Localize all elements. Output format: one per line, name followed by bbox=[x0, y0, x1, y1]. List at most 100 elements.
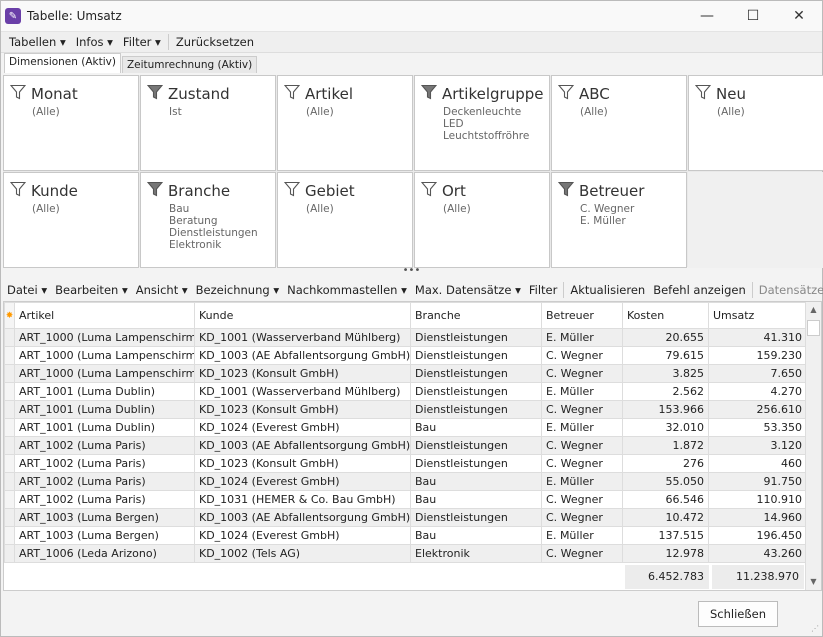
table-cell[interactable]: E. Müller bbox=[541, 382, 623, 401]
table-cell[interactable]: KD_1024 (Everest GmbH) bbox=[194, 418, 411, 437]
menu-bezeichnung[interactable]: Bezeichnung ▾ bbox=[195, 282, 280, 297]
table-row[interactable]: ART_1001 (Luma Dublin) KD_1023 (Konsult G… bbox=[4, 400, 807, 419]
table-cell[interactable]: KD_1002 (Tels AG) bbox=[194, 544, 411, 563]
table-cell[interactable]: Bau bbox=[410, 472, 542, 491]
filter-tile-branche[interactable]: Branche Bau Beratung Dienstleistungen Elektr… bbox=[140, 172, 276, 268]
table-cell[interactable]: ART_1001 (Luma Dublin) bbox=[14, 382, 195, 401]
table-cell[interactable]: 41.310 bbox=[708, 328, 807, 347]
filter-active-icon[interactable] bbox=[146, 181, 168, 201]
table-cell[interactable]: 7.650 bbox=[708, 364, 807, 383]
table-cell[interactable]: 79.615 bbox=[622, 346, 709, 365]
table-cell[interactable]: Dienstleistungen bbox=[410, 436, 542, 455]
table-cell[interactable]: C. Wegner bbox=[541, 454, 623, 473]
table-cell[interactable]: 53.350 bbox=[708, 418, 807, 437]
table-cell[interactable]: 460 bbox=[708, 454, 807, 473]
filter-tile-abc[interactable]: ABC (Alle) bbox=[551, 75, 687, 171]
column-header-umsatz[interactable]: Umsatz bbox=[708, 302, 807, 329]
filter-tile-artikel[interactable]: Artikel (Alle) bbox=[277, 75, 413, 171]
table-cell[interactable]: KD_1024 (Everest GmbH) bbox=[194, 472, 411, 491]
filter-active-icon[interactable] bbox=[557, 181, 579, 201]
table-cell[interactable]: Dienstleistungen bbox=[410, 382, 542, 401]
table-cell[interactable]: C. Wegner bbox=[541, 490, 623, 509]
table-cell[interactable]: 43.260 bbox=[708, 544, 807, 563]
table-cell[interactable]: Dienstleistungen bbox=[410, 400, 542, 419]
table-row[interactable]: ART_1002 (Luma Paris) KD_1023 (Konsult Gm… bbox=[4, 454, 807, 473]
menu-infos[interactable]: Infos ▾ bbox=[75, 35, 113, 49]
table-cell[interactable]: KD_1031 (HEMER & Co. Bau GmbH) bbox=[194, 490, 411, 509]
column-header-artikel[interactable]: Artikel bbox=[14, 302, 195, 329]
table-cell[interactable]: C. Wegner bbox=[541, 436, 623, 455]
menu-ansicht[interactable]: Ansicht ▾ bbox=[135, 282, 188, 297]
row-marker[interactable] bbox=[4, 490, 15, 509]
table-cell[interactable]: C. Wegner bbox=[541, 508, 623, 527]
table-cell[interactable]: C. Wegner bbox=[541, 400, 623, 419]
table-cell[interactable]: 91.750 bbox=[708, 472, 807, 491]
table-cell[interactable]: E. Müller bbox=[541, 418, 623, 437]
filter-icon[interactable] bbox=[557, 84, 579, 104]
row-marker[interactable] bbox=[4, 544, 15, 563]
menu-datei[interactable]: Datei ▾ bbox=[7, 282, 48, 297]
table-cell[interactable]: ART_1001 (Luma Dublin) bbox=[14, 400, 195, 419]
filter-tile-kunde[interactable]: Kunde (Alle) bbox=[3, 172, 139, 268]
column-header-kunde[interactable]: Kunde bbox=[194, 302, 411, 329]
column-header-betreuer[interactable]: Betreuer bbox=[541, 302, 623, 329]
table-cell[interactable]: ART_1000 (Luma Lampenschirm) bbox=[14, 346, 195, 365]
filter-icon[interactable] bbox=[694, 84, 716, 104]
table-row[interactable]: ART_1002 (Luma Paris) KD_1024 (Everest Gm… bbox=[4, 472, 807, 491]
filter-tile-ort[interactable]: Ort (Alle) bbox=[414, 172, 550, 268]
table-cell[interactable]: 3.120 bbox=[708, 436, 807, 455]
row-marker[interactable] bbox=[4, 400, 15, 419]
table-cell[interactable]: KD_1001 (Wasserverband Mühlberg) bbox=[194, 382, 411, 401]
table-cell[interactable]: KD_1003 (AE Abfallentsorgung GmbH) bbox=[194, 346, 411, 365]
table-cell[interactable]: ART_1003 (Luma Bergen) bbox=[14, 526, 195, 545]
menu-nachkommastellen[interactable]: Nachkommastellen ▾ bbox=[287, 282, 407, 297]
filter-tile-gebiet[interactable]: Gebiet (Alle) bbox=[277, 172, 413, 268]
table-cell[interactable]: KD_1003 (AE Abfallentsorgung GmbH) bbox=[194, 508, 411, 527]
table-cell[interactable]: 20.655 bbox=[622, 328, 709, 347]
table-cell[interactable]: KD_1023 (Konsult GmbH) bbox=[194, 364, 411, 383]
table-cell[interactable]: Bau bbox=[410, 418, 542, 437]
tab-dimensionen[interactable]: Dimensionen (Aktiv) bbox=[4, 53, 121, 73]
table-row[interactable]: ART_1000 (Luma Lampenschirm) KD_1023 (Kon… bbox=[4, 364, 807, 383]
row-marker[interactable] bbox=[4, 346, 15, 365]
minimize-button[interactable]: — bbox=[700, 8, 714, 24]
table-cell[interactable]: C. Wegner bbox=[541, 364, 623, 383]
table-row[interactable]: ART_1003 (Luma Bergen) KD_1003 (AE Abfall… bbox=[4, 508, 807, 527]
table-cell[interactable]: E. Müller bbox=[541, 328, 623, 347]
table-cell[interactable]: ART_1002 (Luma Paris) bbox=[14, 436, 195, 455]
filter-icon[interactable] bbox=[283, 181, 305, 201]
table-cell[interactable]: 55.050 bbox=[622, 472, 709, 491]
table-row[interactable]: ART_1001 (Luma Dublin) KD_1001 (Wasserver… bbox=[4, 382, 807, 401]
table-cell[interactable]: 153.966 bbox=[622, 400, 709, 419]
filter-icon[interactable] bbox=[9, 84, 31, 104]
table-cell[interactable]: ART_1001 (Luma Dublin) bbox=[14, 418, 195, 437]
filter-tile-betreuer[interactable]: Betreuer C. Wegner E. Müller bbox=[551, 172, 687, 268]
row-marker[interactable] bbox=[4, 364, 15, 383]
filter-tile-neu[interactable]: Neu (Alle) bbox=[688, 75, 823, 171]
table-cell[interactable]: 12.978 bbox=[622, 544, 709, 563]
column-header-kosten[interactable]: Kosten bbox=[622, 302, 709, 329]
table-cell[interactable]: 14.960 bbox=[708, 508, 807, 527]
table-cell[interactable]: ART_1006 (Leda Arizono) bbox=[14, 544, 195, 563]
table-cell[interactable]: 276 bbox=[622, 454, 709, 473]
table-cell[interactable]: KD_1023 (Konsult GmbH) bbox=[194, 400, 411, 419]
filter-icon[interactable] bbox=[283, 84, 305, 104]
table-cell[interactable]: ART_1002 (Luma Paris) bbox=[14, 490, 195, 509]
table-cell[interactable]: E. Müller bbox=[541, 472, 623, 491]
menu-max-datensaetze[interactable]: Max. Datensätze ▾ bbox=[414, 282, 521, 297]
table-row[interactable]: ART_1001 (Luma Dublin) KD_1024 (Everest G… bbox=[4, 418, 807, 437]
filter-tile-zustand[interactable]: Zustand Ist bbox=[140, 75, 276, 171]
close-window-button[interactable]: ✕ bbox=[793, 8, 805, 24]
scroll-up-icon[interactable]: ▲ bbox=[810, 305, 817, 314]
filter-icon[interactable] bbox=[9, 181, 31, 201]
table-cell[interactable]: KD_1001 (Wasserverband Mühlberg) bbox=[194, 328, 411, 347]
table-cell[interactable]: KD_1023 (Konsult GmbH) bbox=[194, 454, 411, 473]
table-cell[interactable]: Dienstleistungen bbox=[410, 328, 542, 347]
table-cell[interactable]: 32.010 bbox=[622, 418, 709, 437]
table-cell[interactable]: ART_1000 (Luma Lampenschirm) bbox=[14, 328, 195, 347]
filter-tile-artikelgruppe[interactable]: Artikelgruppe Deckenleuchte LED Leuchtstoff… bbox=[414, 75, 550, 171]
table-row[interactable]: ART_1000 (Luma Lampenschirm) KD_1001 (Was… bbox=[4, 328, 807, 347]
scroll-thumb[interactable] bbox=[807, 320, 820, 336]
menu-filter[interactable]: Filter ▾ bbox=[122, 35, 161, 49]
table-cell[interactable]: ART_1003 (Luma Bergen) bbox=[14, 508, 195, 527]
